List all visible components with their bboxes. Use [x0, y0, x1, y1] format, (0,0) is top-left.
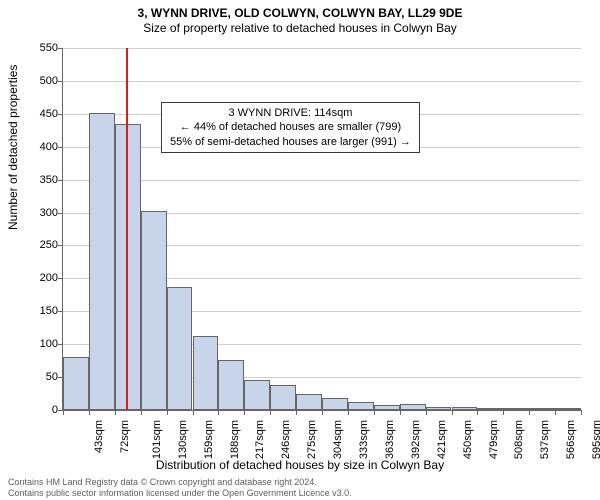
xtick-mark [322, 410, 323, 415]
xtick-label: 363sqm [384, 420, 396, 459]
ytick-label: 100 [28, 338, 58, 350]
xtick-mark [141, 410, 142, 415]
ytick-label: 200 [28, 272, 58, 284]
xtick-mark [529, 410, 530, 415]
xtick-mark [503, 410, 504, 415]
histogram-bar [270, 385, 296, 410]
xtick-mark [244, 410, 245, 415]
xtick-label: 508sqm [514, 420, 526, 459]
histogram-bar [89, 113, 115, 410]
xtick-label: 43sqm [93, 420, 105, 453]
gridline [63, 48, 581, 49]
xtick-mark [426, 410, 427, 415]
selected-property-marker [126, 48, 128, 410]
ytick-label: 450 [28, 108, 58, 120]
histogram-bar [529, 408, 555, 410]
xtick-label: 333sqm [358, 420, 370, 459]
histogram-bar [167, 287, 193, 410]
chart-subtitle: Size of property relative to detached ho… [0, 21, 600, 35]
ytick-mark [58, 344, 63, 345]
xtick-label: 450sqm [462, 420, 474, 459]
ytick-mark [58, 147, 63, 148]
gridline [63, 81, 581, 82]
y-axis-label: Number of detached properties [6, 65, 20, 230]
histogram-bar [218, 360, 244, 410]
xtick-mark [63, 410, 64, 415]
histogram-bar [296, 394, 322, 410]
xtick-mark [348, 410, 349, 415]
ytick-label: 500 [28, 75, 58, 87]
ytick-label: 350 [28, 174, 58, 186]
chart-plot-area: 3 WYNN DRIVE: 114sqm ← 44% of detached h… [62, 48, 581, 411]
histogram-bar [374, 405, 400, 410]
ytick-label: 250 [28, 239, 58, 251]
ytick-label: 50 [28, 371, 58, 383]
ytick-mark [58, 114, 63, 115]
ytick-mark [58, 311, 63, 312]
ytick-label: 550 [28, 42, 58, 54]
histogram-bar [141, 211, 167, 410]
footer-attribution: Contains HM Land Registry data © Crown c… [8, 477, 352, 498]
xtick-label: 421sqm [436, 420, 448, 459]
histogram-bar [503, 408, 529, 410]
histogram-bar [452, 407, 478, 410]
annotation-line1: 3 WYNN DRIVE: 114sqm [170, 106, 411, 120]
gridline [63, 180, 581, 181]
chart-title-address: 3, WYNN DRIVE, OLD COLWYN, COLWYN BAY, L… [0, 6, 600, 20]
ytick-mark [58, 180, 63, 181]
xtick-label: 275sqm [306, 420, 318, 459]
histogram-bar [348, 402, 374, 410]
xtick-mark [400, 410, 401, 415]
xtick-mark [193, 410, 194, 415]
xtick-label: 130sqm [177, 420, 189, 459]
xtick-mark [167, 410, 168, 415]
histogram-bar [400, 404, 426, 410]
xtick-mark [374, 410, 375, 415]
histogram-bar [426, 407, 452, 410]
histogram-bar [477, 408, 503, 410]
xtick-label: 101sqm [151, 420, 163, 459]
histogram-bar [63, 357, 89, 410]
xtick-mark [296, 410, 297, 415]
footer-line2: Contains public sector information licen… [8, 488, 352, 498]
xtick-label: 246sqm [280, 420, 292, 459]
xtick-label: 537sqm [539, 420, 551, 459]
xtick-label: 217sqm [255, 420, 267, 459]
xtick-mark [581, 410, 582, 415]
ytick-mark [58, 278, 63, 279]
ytick-label: 150 [28, 305, 58, 317]
xtick-mark [218, 410, 219, 415]
x-axis-label: Distribution of detached houses by size … [0, 458, 600, 472]
histogram-bar [322, 398, 348, 410]
xtick-mark [89, 410, 90, 415]
xtick-label: 392sqm [410, 420, 422, 459]
ytick-mark [58, 48, 63, 49]
xtick-mark [270, 410, 271, 415]
histogram-bar [244, 380, 270, 410]
xtick-label: 72sqm [119, 420, 131, 453]
xtick-mark [452, 410, 453, 415]
histogram-bar [193, 336, 219, 410]
ytick-mark [58, 245, 63, 246]
xtick-label: 595sqm [591, 420, 600, 459]
xtick-label: 188sqm [229, 420, 241, 459]
ytick-label: 300 [28, 207, 58, 219]
xtick-label: 566sqm [565, 420, 577, 459]
annotation-line2: ← 44% of detached houses are smaller (79… [170, 120, 411, 134]
xtick-mark [115, 410, 116, 415]
annotation-box: 3 WYNN DRIVE: 114sqm ← 44% of detached h… [161, 102, 420, 153]
histogram-bar [555, 408, 581, 410]
ytick-label: 400 [28, 141, 58, 153]
xtick-label: 159sqm [203, 420, 215, 459]
ytick-mark [58, 81, 63, 82]
ytick-label: 0 [28, 404, 58, 416]
footer-line1: Contains HM Land Registry data © Crown c… [8, 477, 352, 487]
chart-title-block: 3, WYNN DRIVE, OLD COLWYN, COLWYN BAY, L… [0, 0, 600, 35]
xtick-label: 304sqm [332, 420, 344, 459]
annotation-line3: 55% of semi-detached houses are larger (… [170, 135, 411, 149]
xtick-mark [555, 410, 556, 415]
xtick-label: 479sqm [488, 420, 500, 459]
xtick-mark [477, 410, 478, 415]
ytick-mark [58, 213, 63, 214]
